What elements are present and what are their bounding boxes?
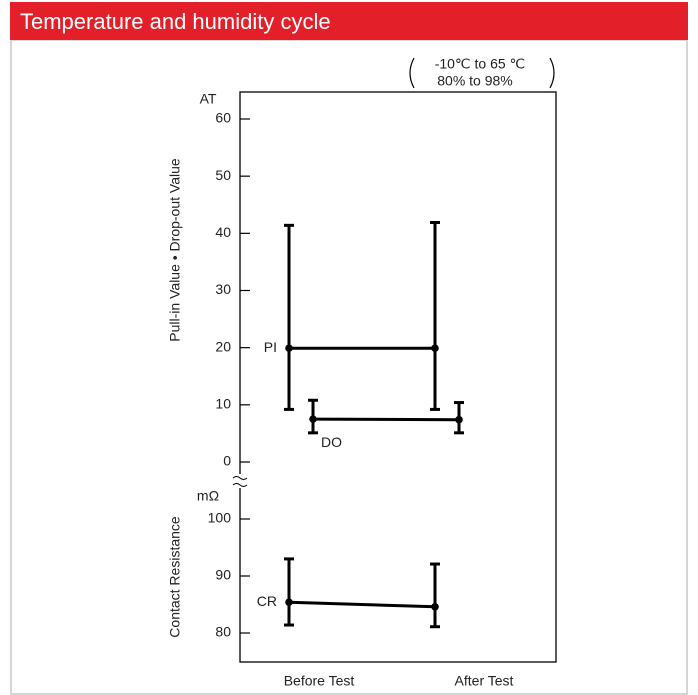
axis-break-gap [233, 474, 247, 488]
point [285, 598, 293, 607]
point [431, 344, 439, 353]
y-tick-label: 0 [223, 453, 231, 469]
y-tick-label: 40 [215, 224, 231, 240]
y-tick-label: 90 [215, 567, 231, 583]
series-label: DO [321, 434, 342, 450]
frame [10, 39, 688, 695]
y-tick-label: 20 [215, 338, 231, 354]
point [285, 344, 293, 353]
y-tick-label: 100 [208, 510, 232, 526]
annotation: 80% to 98% [437, 73, 513, 89]
y-unit: mΩ [197, 488, 219, 504]
y-unit: AT [200, 91, 217, 107]
y-tick-label: 80 [215, 624, 231, 640]
series-line [288, 600, 436, 609]
y-tick-label: 60 [215, 110, 231, 126]
header-bar [10, 2, 688, 40]
x-tick-label: After Test [455, 673, 514, 689]
series-line [312, 417, 460, 422]
point [455, 415, 463, 424]
paren-left [409, 57, 415, 89]
y-tick-label: 30 [215, 281, 231, 297]
y-tick-label: 10 [215, 396, 231, 412]
y-tick-label: 50 [215, 167, 231, 183]
axis-break [232, 476, 248, 487]
y-axis-title: Pull-in Value • Drop-out Value [167, 158, 183, 342]
series-label: CR [257, 593, 277, 609]
chart-title: Temperature and humidity cycle [20, 9, 331, 34]
x-tick-label: Before Test [284, 673, 355, 689]
point [309, 415, 317, 423]
point [431, 602, 439, 611]
y-axis-title: Contact Resistance [167, 516, 183, 638]
plot-frame [239, 91, 557, 663]
series-label: PI [264, 339, 277, 355]
paren-right [549, 57, 555, 89]
annotation: -10℃ to 65 ℃ [435, 56, 526, 72]
